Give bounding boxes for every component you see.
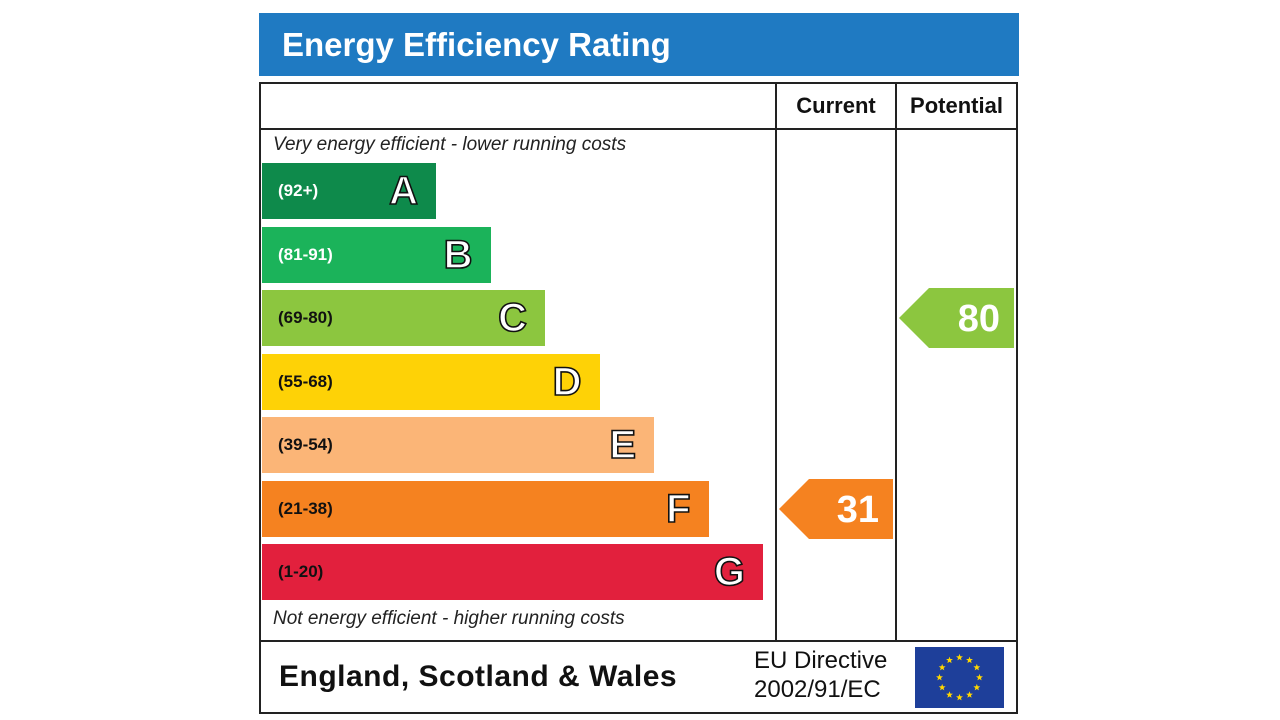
eu-flag-star: [966, 691, 973, 698]
band-g: (1-20) G: [262, 544, 763, 600]
directive-line-1: EU Directive: [754, 647, 888, 674]
band-letter: G: [713, 549, 746, 595]
chart-title: Energy Efficiency Rating: [259, 13, 1019, 76]
footer-divider: [261, 640, 1016, 642]
band-range-label: (39-54): [278, 435, 333, 454]
band-range-label: (69-80): [278, 308, 333, 327]
current-rating-arrow: 31: [779, 478, 893, 539]
band-e: (39-54) E: [262, 417, 654, 473]
bottom-caption: Not energy efficient - higher running co…: [273, 608, 625, 629]
eu-flag-star: [956, 653, 963, 661]
band-d: (55-68) D: [262, 353, 600, 410]
eu-flag-star: [938, 663, 946, 671]
eu-flag-icon: [915, 647, 1004, 708]
potential-column-header: Potential: [910, 93, 1003, 118]
eu-flag-star: [966, 656, 973, 664]
eu-flag-star: [973, 683, 981, 691]
band-letter: E: [609, 422, 637, 468]
band-f: (21-38) F: [262, 480, 709, 537]
eu-flag-star: [976, 673, 983, 681]
current-column-header: Current: [796, 93, 876, 118]
band-range-label: (81-91): [278, 244, 333, 264]
top-caption: Very energy efficient - lower running co…: [273, 134, 627, 155]
band-range-label: (21-38): [278, 498, 333, 518]
directive-line-2: 2002/91/EC: [754, 676, 881, 703]
eu-flag-star: [956, 693, 963, 701]
band-range-label: (92+): [278, 181, 319, 200]
band-letter: C: [497, 295, 527, 341]
band-range-label: (1-20): [278, 562, 324, 581]
header-divider: [261, 128, 1016, 130]
potential-rating-value: 80: [958, 298, 1000, 340]
band-b: (81-91) B: [262, 226, 491, 283]
potential-rating-arrow: 80: [899, 288, 1014, 348]
band-range-label: (55-68): [278, 371, 333, 391]
region-label: England, Scotland & Wales: [279, 660, 678, 693]
eu-flag-star: [938, 683, 946, 691]
eu-flag-star: [973, 663, 981, 671]
band-letter: B: [443, 232, 473, 278]
band-letter: D: [552, 359, 582, 405]
current-rating-value: 31: [837, 489, 879, 531]
band-letter: A: [388, 168, 418, 214]
band-c: (69-80) C: [262, 290, 545, 346]
potential-column-divider: [895, 84, 897, 640]
eu-flag-star: [946, 691, 953, 698]
band-a: (92+) A: [262, 163, 436, 219]
eu-flag-star: [946, 656, 953, 664]
eu-flag-star: [936, 673, 943, 681]
rating-table: Current Potential Very energy efficient …: [259, 82, 1018, 714]
band-letter: F: [665, 486, 691, 532]
eu-directive: EU Directive 2002/91/EC: [754, 646, 887, 704]
current-column-divider: [775, 84, 777, 640]
